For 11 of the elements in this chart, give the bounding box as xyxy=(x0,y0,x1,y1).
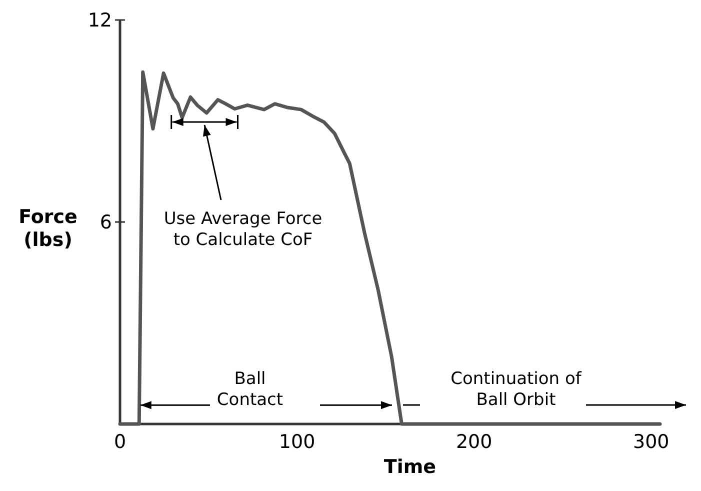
y-axis-title: Force (lbs) xyxy=(18,206,78,251)
x-tick-label: 0 xyxy=(114,431,126,453)
x-axis-title: Time xyxy=(384,456,436,478)
y-tick-label: 12 xyxy=(88,10,112,32)
annotation: Ball Contact xyxy=(216,369,284,410)
annotation: Continuation of Ball Orbit xyxy=(450,369,582,410)
x-tick-label: 300 xyxy=(633,431,670,453)
annotation: Use Average Force to Calculate CoF xyxy=(164,209,322,250)
x-tick-label: 100 xyxy=(278,431,316,453)
x-tick-label: 200 xyxy=(456,431,492,453)
y-tick-label: 6 xyxy=(100,212,112,234)
